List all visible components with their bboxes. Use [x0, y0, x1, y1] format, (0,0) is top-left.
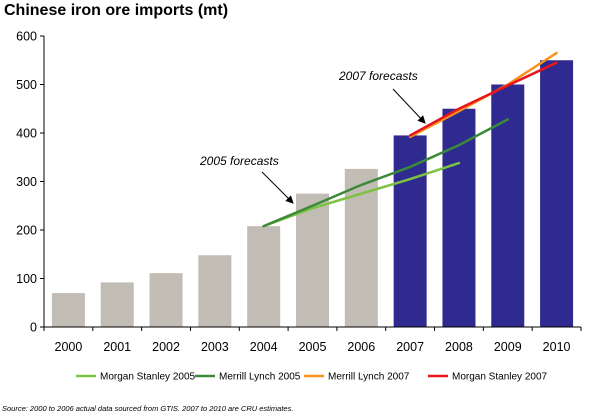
- legend: Morgan Stanley 2005 Merrill Lynch 2005 Mer…: [76, 372, 548, 383]
- y-tick-label: 400: [16, 127, 37, 141]
- annotation-arrow-2005: [261, 171, 294, 204]
- series-line-morgan-stanley-2007: [408, 61, 558, 137]
- y-tick-label: 100: [16, 272, 37, 286]
- bar-2005: [296, 193, 329, 328]
- annotation-2005-forecasts: 2005 forecasts: [199, 154, 279, 168]
- annotation-2007-forecasts: 2007 forecasts: [338, 69, 418, 83]
- bar-2000: [51, 293, 85, 327]
- x-tick-label: 2002: [152, 340, 180, 354]
- legend-label-merrill-lynch-2005: Merrill Lynch 2005: [219, 372, 301, 383]
- bar-2008: [442, 108, 476, 327]
- chart-title: Chinese iron ore imports (mt): [4, 2, 229, 19]
- annotation-arrow-2007: [392, 88, 426, 124]
- x-tick-label: 2006: [347, 340, 375, 354]
- y-tick-label: 600: [16, 30, 37, 44]
- axes-layer: 0 100 200 300 400 500 600 2000 2001 2002 2003 2004 2…: [16, 30, 582, 354]
- series-line-merrill-lynch-2005: [262, 118, 510, 228]
- x-tick-label: 2007: [396, 340, 424, 354]
- x-tick-label: 2010: [543, 340, 571, 354]
- x-tick-label: 2003: [201, 340, 229, 354]
- bar-2004: [247, 226, 281, 327]
- x-tick-label: 2008: [445, 340, 473, 354]
- bar-2006: [344, 168, 378, 327]
- x-tick-label: 2001: [103, 340, 131, 354]
- forecast-lines-layer: [262, 51, 558, 228]
- bars-layer: [51, 60, 574, 328]
- legend-label-morgan-stanley-2007: Morgan Stanley 2007: [452, 372, 548, 383]
- bar-2003: [198, 255, 232, 327]
- x-tick-label: 2009: [494, 340, 522, 354]
- y-tick-label: 200: [16, 224, 37, 238]
- legend-label-morgan-stanley-2005: Morgan Stanley 2005: [100, 372, 196, 383]
- x-tick-label: 2005: [299, 340, 327, 354]
- y-tick-label: 300: [16, 175, 37, 189]
- x-tick-label: 2004: [250, 340, 278, 354]
- source-note: Source: 2000 to 2006 actual data sourced…: [2, 404, 294, 413]
- series-line-morgan-stanley-2005: [262, 161, 461, 228]
- bar-2007: [393, 135, 427, 327]
- bar-2001: [100, 282, 134, 327]
- x-tick-label: 2000: [55, 340, 83, 354]
- annotations-layer: 2007 forecasts 2005 forecasts: [199, 69, 426, 204]
- y-tick-label: 500: [16, 78, 37, 92]
- bar-2002: [149, 273, 183, 327]
- bar-2009: [491, 84, 525, 327]
- bar-2010: [540, 60, 574, 327]
- legend-label-merrill-lynch-2007: Merrill Lynch 2007: [328, 372, 410, 383]
- y-tick-label: 0: [30, 321, 37, 335]
